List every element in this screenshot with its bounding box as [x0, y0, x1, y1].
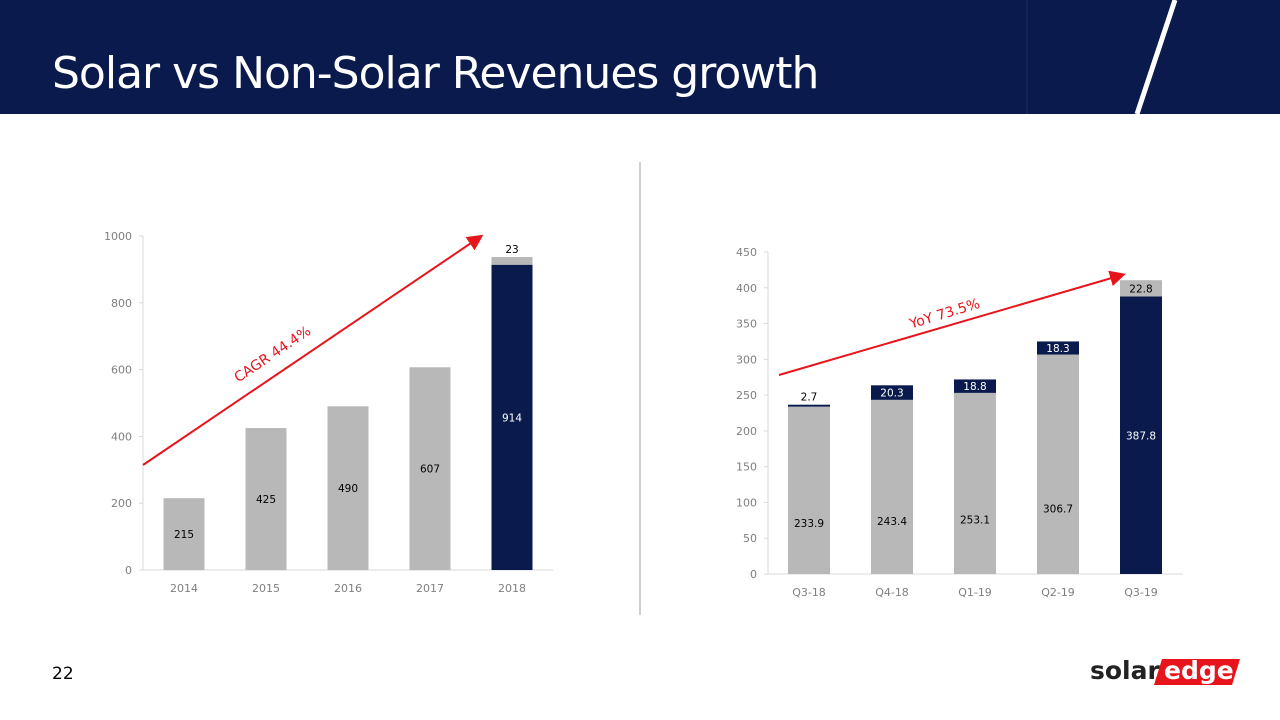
data-label: 20.3 [880, 388, 903, 400]
data-label: 22.8 [1129, 283, 1152, 295]
data-label: 233.9 [794, 518, 824, 530]
bar-segment [491, 264, 533, 570]
bar-segment [163, 498, 205, 570]
y-tick-label: 150 [736, 461, 757, 474]
data-label: 215 [174, 529, 194, 541]
data-label: 607 [420, 464, 440, 476]
data-label: 2.7 [801, 392, 818, 404]
annual-revenue-chart: 0 200 400 600 800 1000 2014 215 2015 425 2016 490 20… [104, 230, 553, 595]
data-label: 253.1 [960, 514, 990, 526]
x-tick-label: 2018 [498, 582, 526, 595]
data-label: 18.8 [963, 381, 986, 393]
x-tick-label: 2015 [252, 582, 280, 595]
bar-segment [327, 406, 369, 570]
data-label: 425 [256, 494, 276, 506]
header-decoration [1026, 0, 1178, 114]
solaredge-logo: solar edge [1090, 653, 1240, 693]
x-tick-label: Q1-19 [958, 586, 992, 599]
y-tick-label: 400 [111, 430, 132, 443]
data-label: 18.3 [1046, 343, 1069, 355]
y-tick-label: 600 [111, 364, 132, 377]
y-tick-label: 0 [125, 564, 132, 577]
data-label: 243.4 [877, 516, 907, 528]
y-tick-label: 50 [743, 532, 757, 545]
quarterly-revenue-chart: 0 50 100 150 200 250 300 350 400 450 Q3-18 233.9 2.7… [736, 246, 1183, 599]
svg-text:solar: solar [1090, 656, 1160, 685]
bar-segment [954, 392, 996, 574]
y-tick-label: 400 [736, 282, 757, 295]
svg-text:edge: edge [1164, 656, 1234, 685]
y-tick-label: 300 [736, 353, 757, 366]
x-tick-label: Q3-19 [1124, 586, 1158, 599]
y-tick-label: 100 [736, 496, 757, 509]
y-tick-label: 0 [750, 568, 757, 581]
data-label: 490 [338, 483, 358, 495]
data-label: 306.7 [1043, 504, 1073, 516]
x-tick-label: Q3-18 [792, 586, 826, 599]
x-tick-label: 2016 [334, 582, 362, 595]
data-label: 387.8 [1126, 430, 1156, 442]
page-title: Solar vs Non-Solar Revenues growth [52, 48, 819, 99]
yoy-arrow [778, 270, 1126, 376]
cagr-arrow [142, 234, 484, 466]
y-tick-label: 250 [736, 389, 757, 402]
bar-segment [1120, 296, 1162, 574]
y-tick-label: 450 [736, 246, 757, 259]
data-label: 23 [505, 244, 518, 256]
bar-segment [954, 379, 996, 393]
bar-segment [788, 406, 830, 574]
data-label: 914 [502, 412, 522, 424]
y-tick-label: 350 [736, 318, 757, 331]
x-tick-label: 2017 [416, 582, 444, 595]
header-bar: Solar vs Non-Solar Revenues growth [0, 0, 1280, 114]
y-tick-label: 200 [111, 497, 132, 510]
x-tick-label: Q2-19 [1041, 586, 1075, 599]
bar-segment [871, 385, 913, 400]
bar-segment [1037, 354, 1079, 574]
y-tick-label: 1000 [104, 230, 132, 243]
page-number: 22 [52, 664, 74, 684]
bar-segment [409, 367, 451, 570]
bar-segment [245, 428, 287, 570]
x-tick-label: 2014 [170, 582, 198, 595]
y-tick-label: 200 [736, 425, 757, 438]
bar-segment [1037, 341, 1079, 355]
bar-segment [491, 257, 533, 265]
bar-segment [788, 404, 830, 407]
bar-segment [1120, 280, 1162, 297]
x-tick-label: Q4-18 [875, 586, 909, 599]
y-tick-label: 800 [111, 297, 132, 310]
bar-segment [871, 399, 913, 574]
